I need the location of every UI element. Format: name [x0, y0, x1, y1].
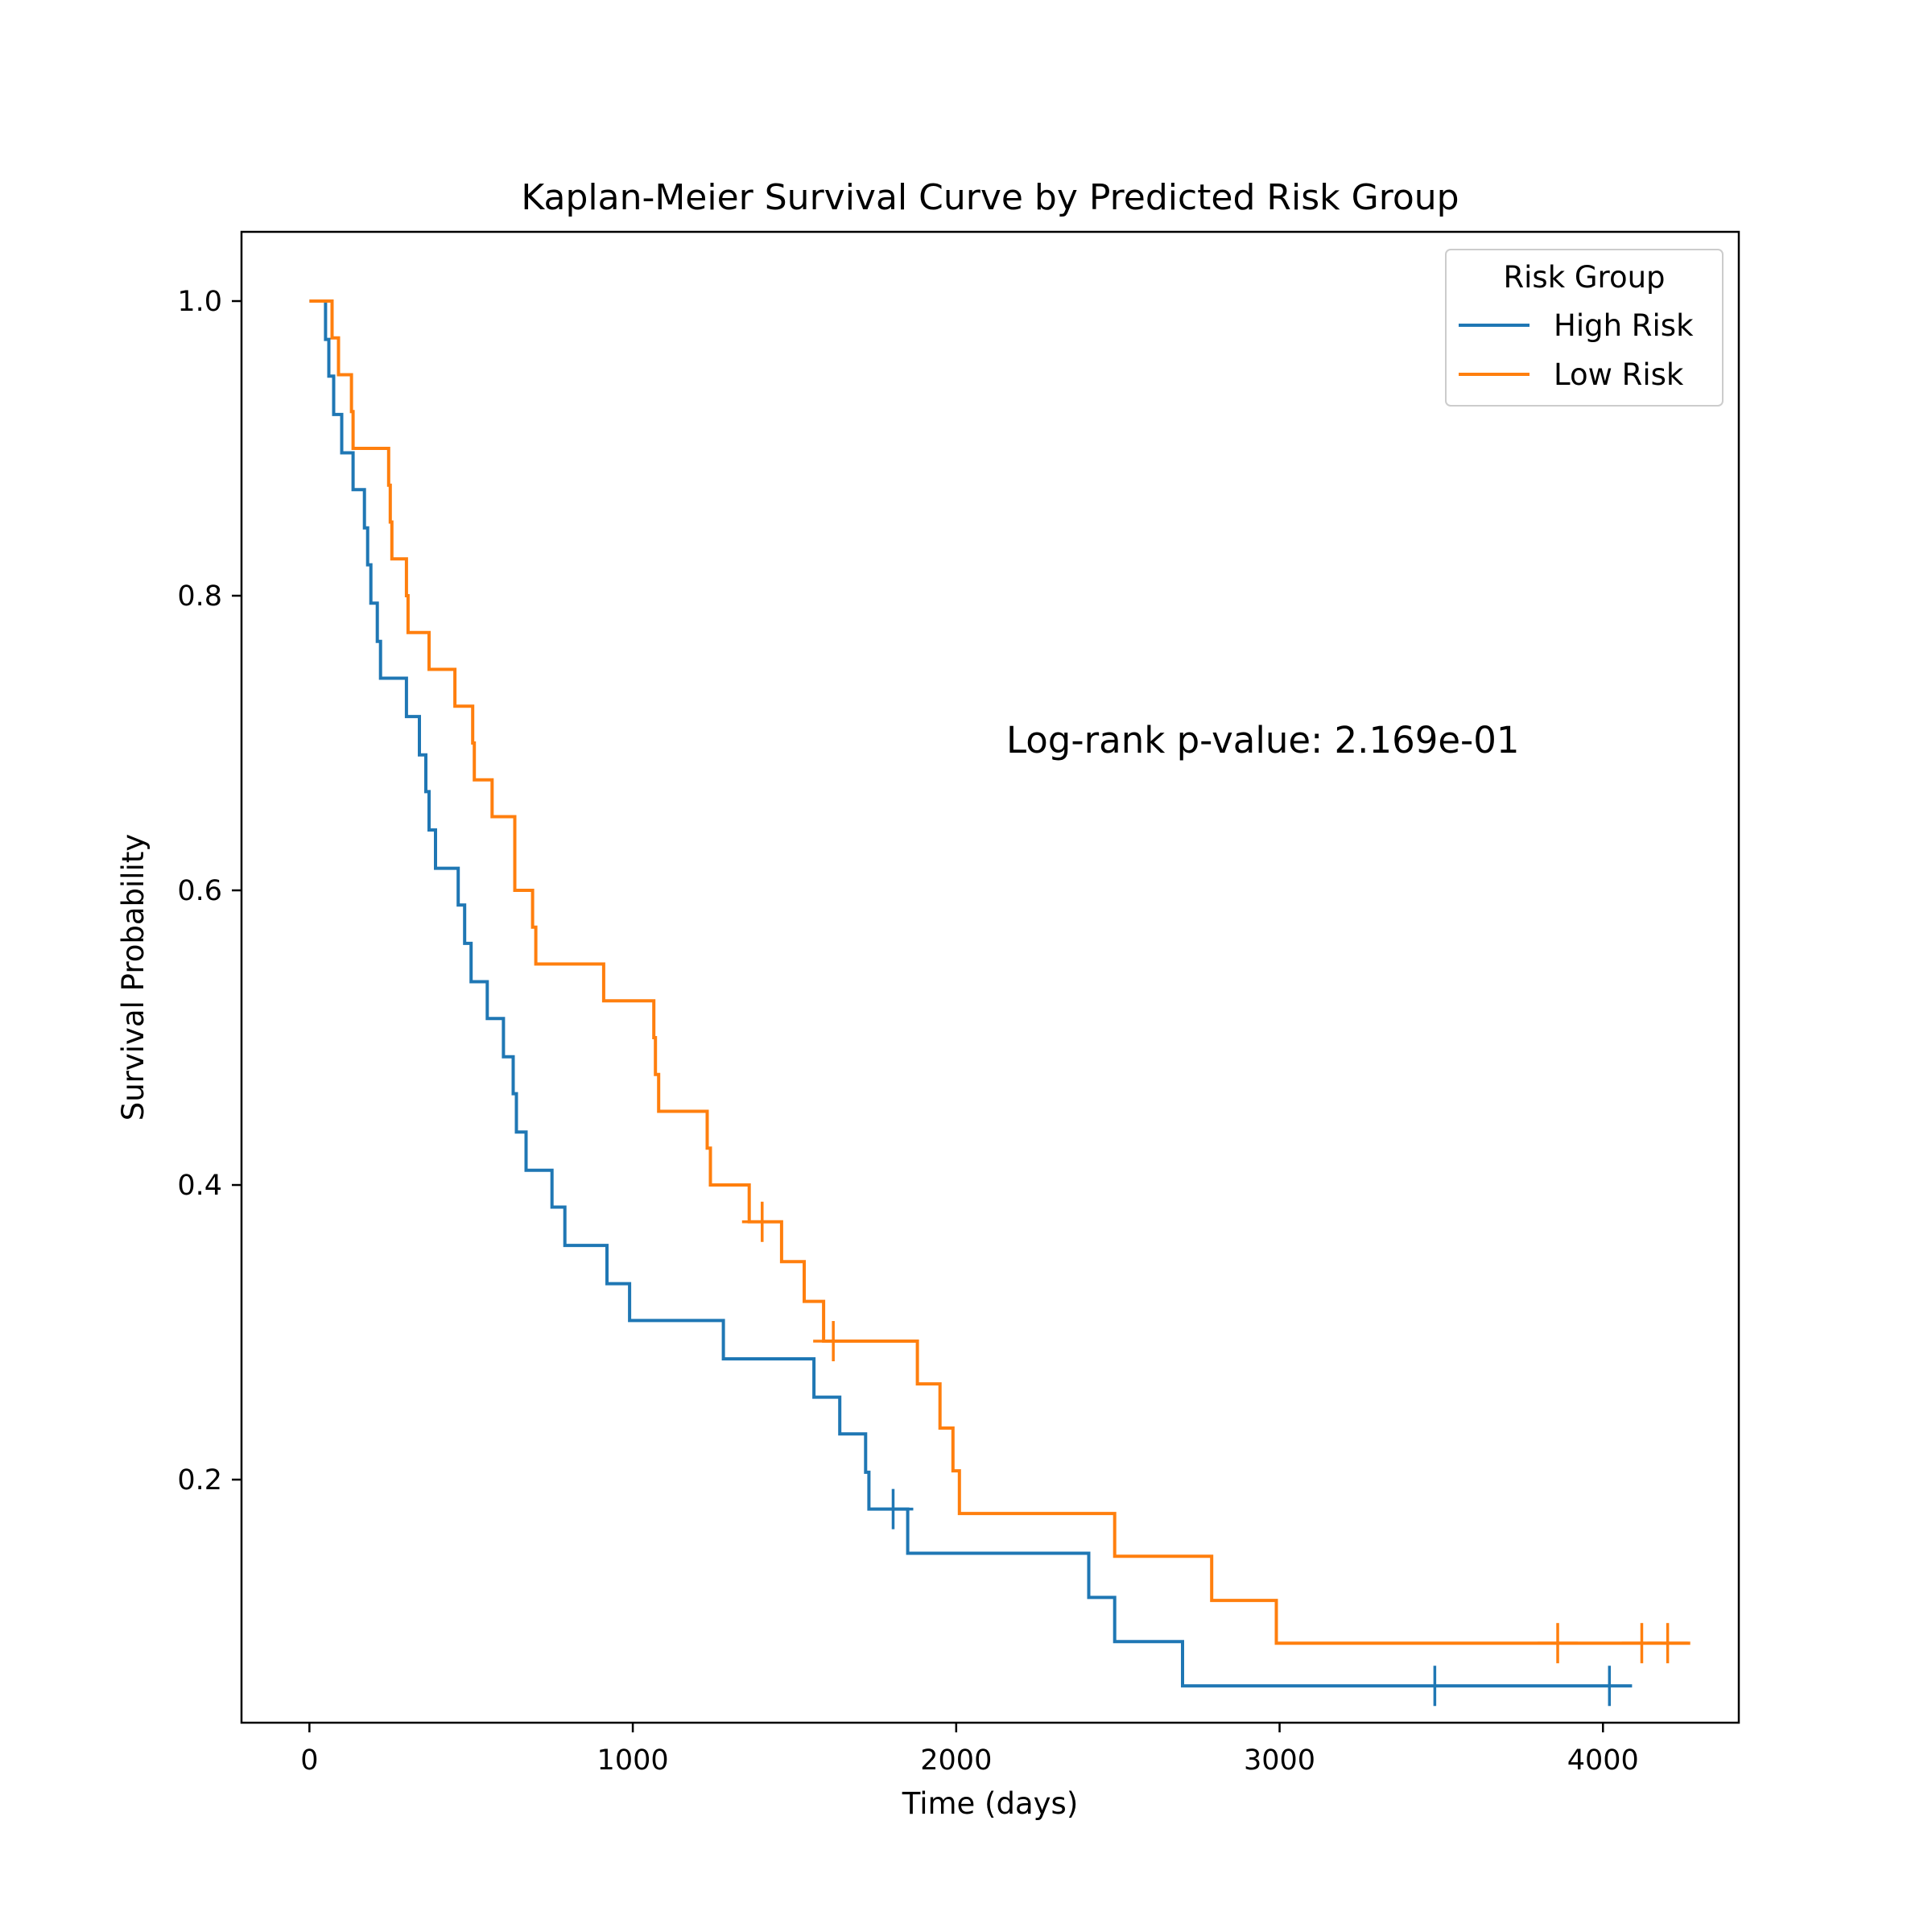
censor-mark-low-risk [813, 1321, 854, 1362]
x-tick-label: 4000 [1567, 1744, 1639, 1777]
chart-title: Kaplan-Meier Survival Curve by Predicted… [521, 177, 1459, 218]
y-axis-label: Survival Probability [116, 834, 151, 1121]
x-tick-label: 3000 [1244, 1744, 1315, 1777]
x-axis-label: Time (days) [902, 1786, 1079, 1821]
y-tick-label: 0.6 [177, 875, 222, 907]
legend-title: Risk Group [1503, 260, 1665, 295]
x-ticks: 0 1000 2000 3000 4000 [300, 1723, 1639, 1777]
y-tick-label: 0.2 [177, 1464, 222, 1496]
x-tick-label: 0 [300, 1744, 318, 1777]
censor-mark-low-risk [1538, 1623, 1579, 1664]
legend-label-high-risk: High Risk [1554, 308, 1694, 343]
censor-mark-high-risk [1589, 1666, 1630, 1707]
censor-mark-high-risk [873, 1488, 914, 1530]
x-tick-label: 1000 [597, 1744, 669, 1777]
censor-mark-low-risk [1647, 1623, 1688, 1664]
x-tick-label: 2000 [920, 1744, 992, 1777]
plot-frame [240, 230, 1740, 1724]
km-curve-high-risk [309, 299, 1633, 1688]
y-tick-label: 0.4 [177, 1170, 222, 1202]
series-layer [309, 299, 1690, 1707]
y-tick-label: 0.8 [177, 580, 222, 613]
censor-mark-high-risk [1414, 1666, 1455, 1707]
legend: Risk Group High Risk Low Risk [1445, 249, 1724, 407]
censor-mark-low-risk [741, 1201, 782, 1242]
legend-box [1445, 249, 1724, 407]
legend-label-low-risk: Low Risk [1554, 357, 1684, 392]
y-ticks: 0.2 0.4 0.6 0.8 1.0 [177, 286, 242, 1496]
logrank-annotation: Log-rank p-value: 2.169e-01 [1006, 719, 1520, 762]
km-curve-low-risk [309, 299, 1690, 1645]
y-tick-label: 1.0 [177, 286, 222, 318]
